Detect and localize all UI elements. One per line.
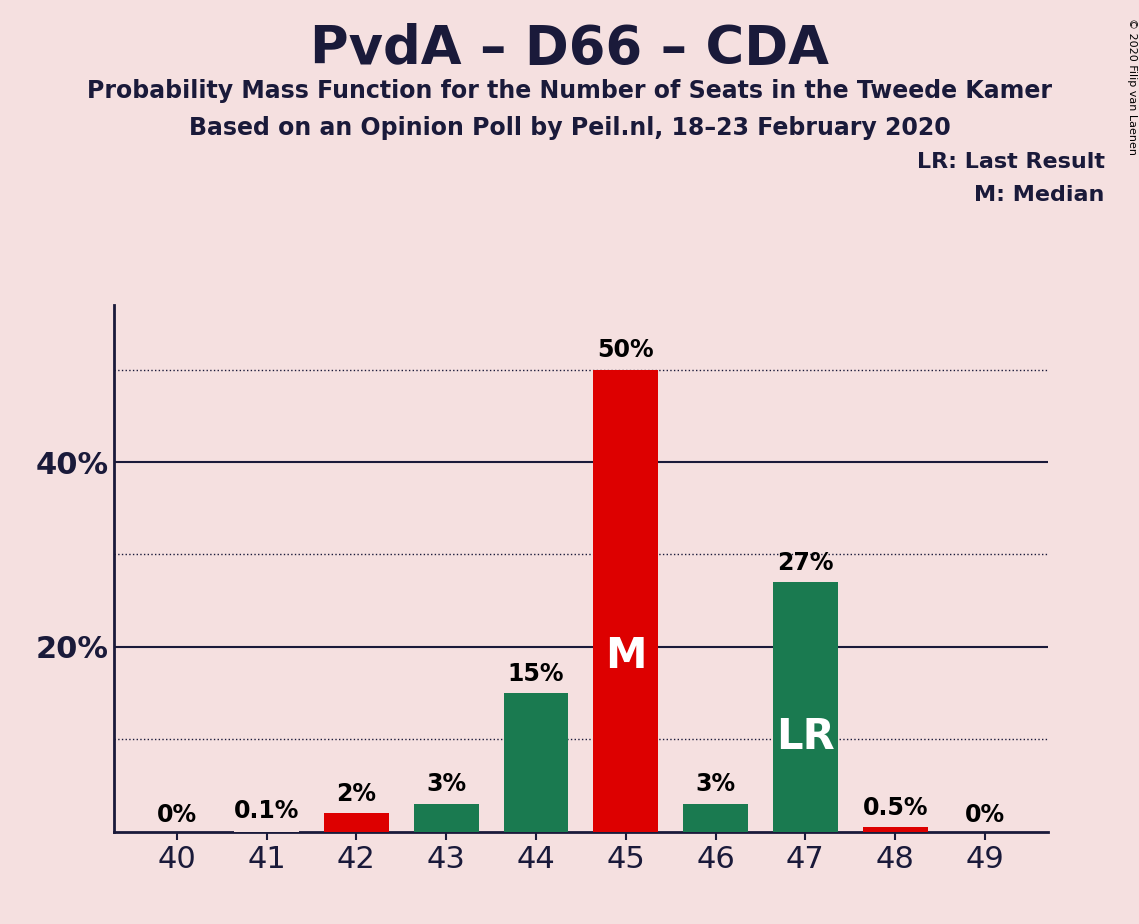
Text: 3%: 3%: [426, 772, 466, 796]
Bar: [863, 827, 927, 832]
Text: M: M: [605, 635, 647, 677]
Text: 50%: 50%: [598, 338, 654, 362]
Text: 2%: 2%: [336, 782, 376, 806]
Bar: [235, 831, 298, 832]
Text: LR: Last Result: LR: Last Result: [917, 152, 1105, 173]
Text: 0%: 0%: [157, 803, 197, 827]
Text: M: Median: M: Median: [975, 185, 1105, 205]
Text: 0.1%: 0.1%: [233, 799, 300, 823]
Text: 15%: 15%: [508, 662, 564, 686]
Text: 0.5%: 0.5%: [862, 796, 928, 820]
Text: PvdA – D66 – CDA: PvdA – D66 – CDA: [310, 23, 829, 75]
Bar: [593, 370, 658, 832]
Text: Probability Mass Function for the Number of Seats in the Tweede Kamer: Probability Mass Function for the Number…: [87, 79, 1052, 103]
Text: © 2020 Filip van Laenen: © 2020 Filip van Laenen: [1126, 18, 1137, 155]
Bar: [503, 693, 568, 832]
Text: Based on an Opinion Poll by Peil.nl, 18–23 February 2020: Based on an Opinion Poll by Peil.nl, 18–…: [189, 116, 950, 140]
Bar: [413, 804, 478, 832]
Text: LR: LR: [776, 716, 835, 758]
Text: 27%: 27%: [777, 551, 834, 575]
Bar: [773, 582, 837, 832]
Text: 0%: 0%: [965, 803, 1005, 827]
Bar: [683, 804, 748, 832]
Text: 3%: 3%: [696, 772, 736, 796]
Bar: [325, 813, 388, 832]
